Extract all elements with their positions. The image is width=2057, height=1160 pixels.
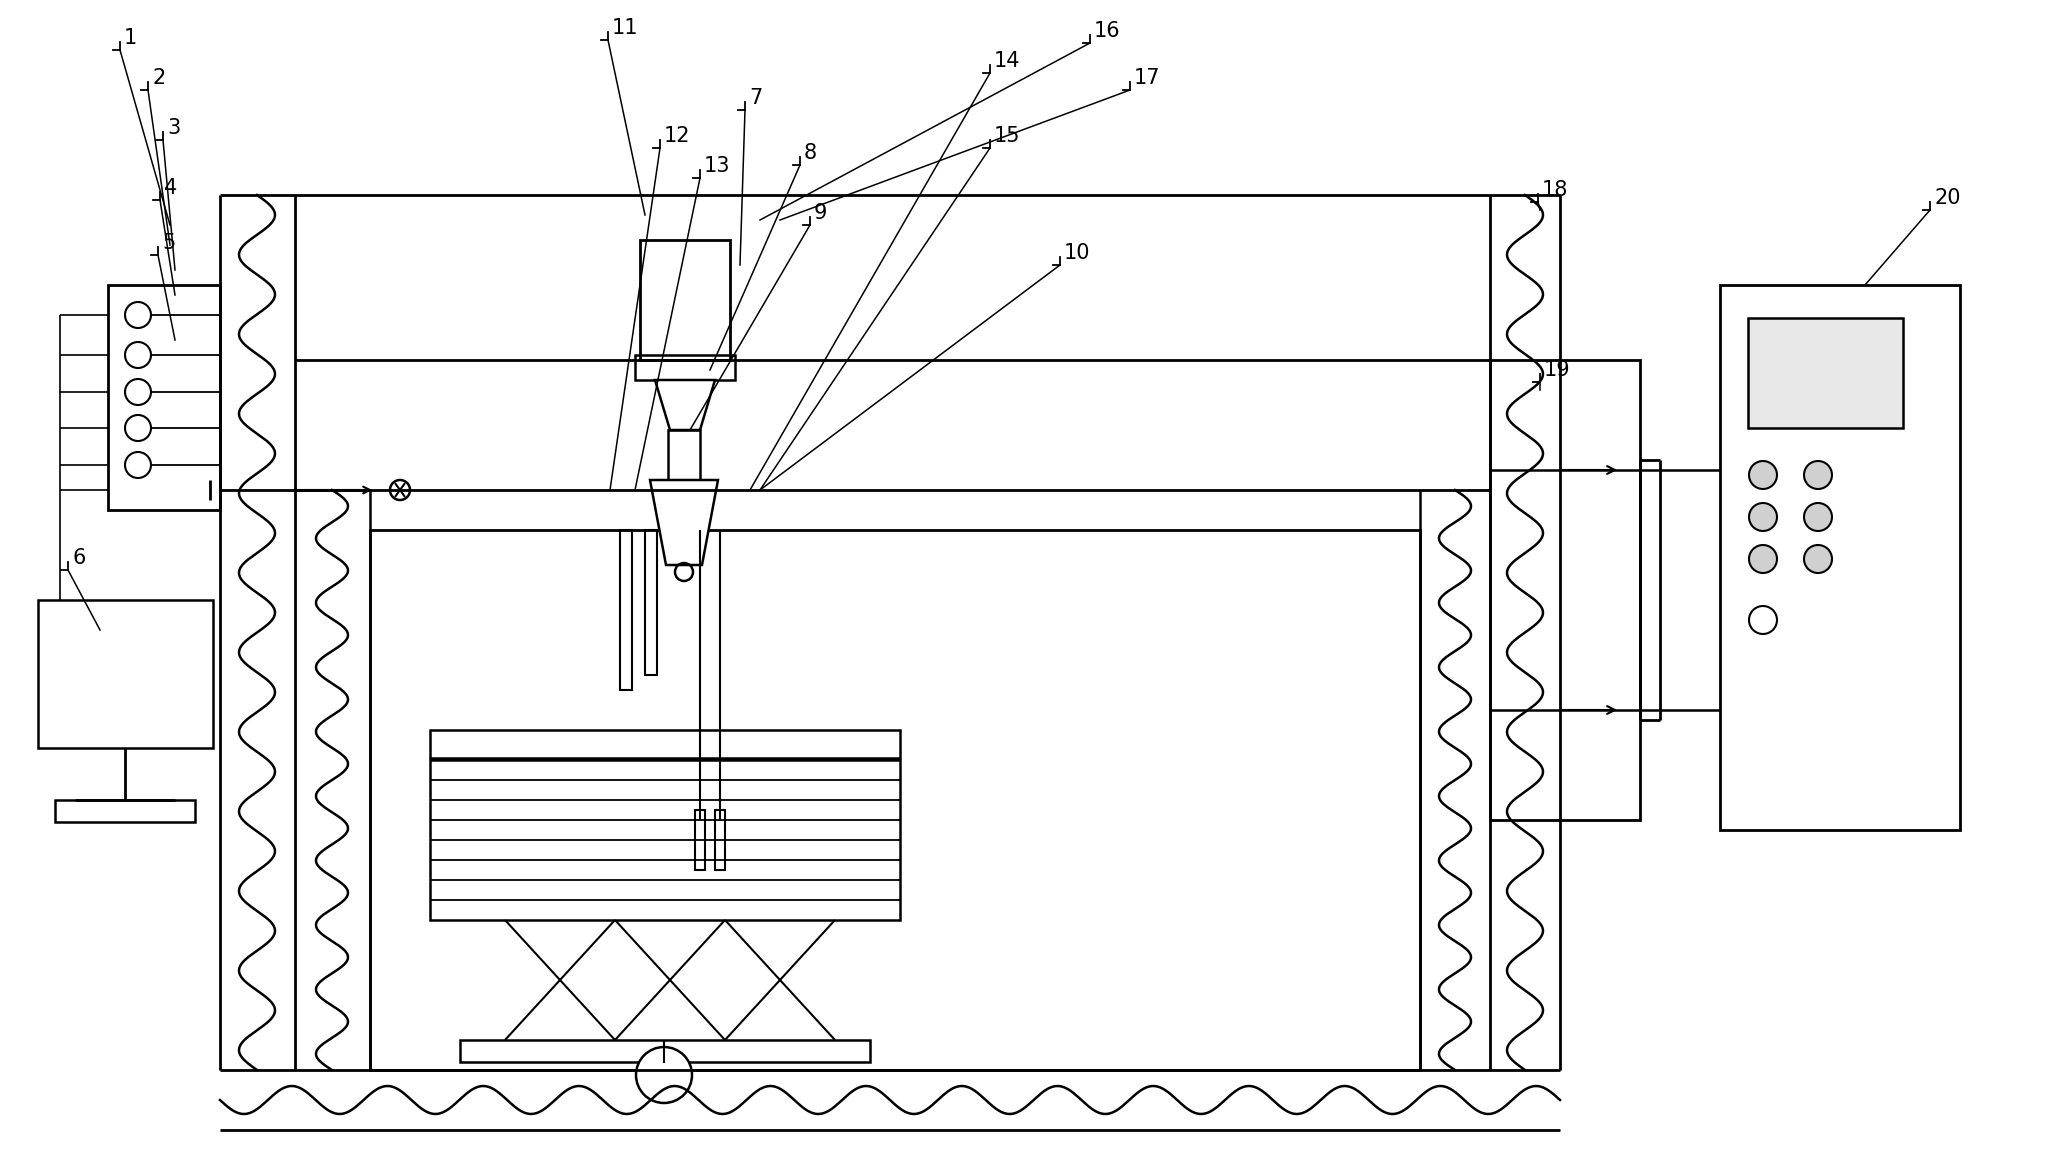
Bar (461, 1041, 870, 1063)
Circle shape (125, 379, 150, 405)
Bar (109, 285, 220, 510)
Circle shape (1804, 503, 1833, 531)
Bar (640, 240, 730, 360)
Text: 17: 17 (1133, 68, 1160, 88)
Text: 4: 4 (165, 177, 177, 198)
Text: 2: 2 (152, 68, 165, 88)
Bar (636, 355, 734, 380)
Bar (37, 600, 214, 748)
Circle shape (1804, 545, 1833, 573)
Circle shape (1804, 461, 1833, 490)
Text: 6: 6 (72, 548, 86, 568)
Circle shape (636, 1047, 691, 1103)
Polygon shape (650, 480, 718, 565)
Text: 12: 12 (664, 126, 691, 146)
Bar (430, 760, 901, 920)
Bar (1720, 285, 1960, 831)
Text: 1: 1 (123, 28, 138, 48)
Bar (695, 810, 706, 870)
Circle shape (125, 452, 150, 478)
Text: 20: 20 (1934, 188, 1960, 208)
Polygon shape (654, 380, 716, 430)
Circle shape (391, 480, 409, 500)
Bar (669, 430, 699, 480)
Bar (1489, 360, 1639, 820)
Text: 10: 10 (1063, 242, 1090, 263)
Text: 19: 19 (1545, 360, 1572, 380)
Circle shape (125, 342, 150, 368)
Circle shape (125, 302, 150, 328)
Text: 5: 5 (163, 233, 175, 253)
Bar (430, 730, 901, 757)
Circle shape (1748, 503, 1777, 531)
Bar (619, 530, 631, 690)
Text: 7: 7 (749, 88, 763, 108)
Bar (1748, 318, 1903, 428)
Text: 16: 16 (1094, 21, 1121, 41)
Text: 18: 18 (1543, 180, 1567, 200)
Circle shape (1748, 545, 1777, 573)
Text: 3: 3 (167, 118, 181, 138)
Text: 9: 9 (815, 203, 827, 223)
Text: 14: 14 (994, 51, 1020, 71)
Bar (56, 800, 195, 822)
Bar (646, 530, 656, 675)
Text: 8: 8 (804, 143, 817, 164)
Circle shape (1748, 461, 1777, 490)
Circle shape (125, 415, 150, 441)
Text: 13: 13 (703, 155, 730, 176)
Text: 15: 15 (994, 126, 1020, 146)
Bar (716, 810, 724, 870)
Text: 11: 11 (613, 19, 638, 38)
Bar (370, 530, 1419, 1070)
